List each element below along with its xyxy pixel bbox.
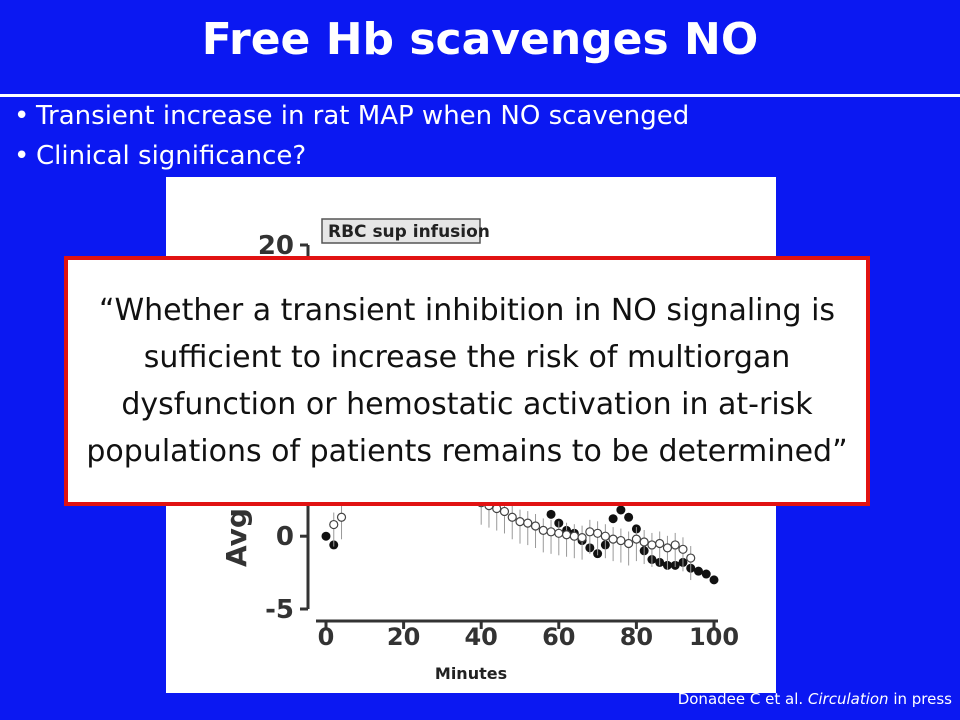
chart-x-tick-label: 100 [689, 623, 739, 651]
chart-point-open [662, 543, 673, 553]
chart-point-open [608, 534, 618, 544]
bullet-item: • Transient increase in rat MAP when NO s… [14, 96, 689, 136]
citation-journal: Circulation [807, 690, 889, 708]
citation-author: Donadee C et al. [677, 690, 808, 708]
chart-point-open [639, 537, 649, 547]
chart-x-tick-label: 80 [620, 623, 653, 651]
chart-point-open [686, 553, 696, 563]
chart-x-tick-label: 20 [387, 623, 420, 651]
quote-text: “Whether a transient inhibition in NO si… [86, 293, 848, 469]
chart-point-open [670, 540, 680, 550]
bullet-text: Transient increase in rat MAP when NO sc… [36, 101, 690, 131]
chart-point-open [577, 533, 587, 543]
chart-point-open [600, 531, 610, 541]
chart-point-open [624, 538, 634, 549]
chart-y-tick-label: -5 [265, 595, 294, 625]
chart-point-open [329, 519, 339, 530]
chart-point-open [678, 544, 688, 554]
chart-point-open [523, 518, 533, 528]
chart-annotation-label: RBC sup infusion [328, 222, 490, 242]
chart-x-tick-label: 40 [464, 623, 497, 651]
chart-point-filled [608, 514, 618, 524]
bullet-list: • Transient increase in rat MAP when NO s… [14, 96, 689, 176]
chart-x-tick-label: 60 [542, 623, 575, 651]
chart-point-open [616, 535, 626, 546]
chart-point-open [655, 538, 665, 549]
chart-point-open [546, 527, 556, 537]
chart-point-open [569, 531, 579, 541]
chart-annotation-box [321, 218, 481, 244]
quote-box: “Whether a transient inhibition in NO si… [64, 256, 870, 506]
bullet-icon: • [14, 141, 30, 171]
chart-point-open [336, 512, 347, 522]
bullet-text: Clinical significance? [36, 141, 307, 171]
title-bar: Free Hb scavenges NO [0, 0, 960, 97]
chart-point-filled [546, 509, 556, 519]
citation: Donadee C et al. Circulation in press [678, 690, 952, 708]
chart-point-open [499, 506, 510, 517]
bullet-icon: • [14, 101, 30, 131]
chart-y-tick-label: 0 [276, 522, 294, 552]
chart-y-axis-label: Avg [220, 508, 253, 567]
chart-point-open [593, 528, 603, 538]
citation-tail: in press [888, 690, 952, 708]
chart-point-open [538, 525, 548, 535]
chart-point-open [507, 512, 517, 522]
bullet-item: • Clinical significance? [14, 136, 689, 176]
chart-point-filled [616, 505, 626, 515]
chart-point-open [515, 517, 525, 527]
chart-point-filled [709, 575, 719, 585]
chart-point-open [554, 528, 564, 538]
chart-x-tick-label: 0 [318, 623, 335, 651]
chart-point-open [561, 530, 572, 540]
slide-title: Free Hb scavenges NO [201, 14, 759, 65]
chart-point-open [631, 534, 641, 544]
chart-point-filled [693, 566, 703, 576]
chart-point-filled [624, 512, 634, 522]
chart-point-open [530, 521, 541, 531]
chart-point-open [585, 527, 595, 537]
chart-point-filled [321, 531, 331, 541]
chart-point-filled [701, 569, 711, 579]
chart-x-axis-label: Minutes [434, 664, 508, 683]
chart-point-open [647, 540, 657, 550]
